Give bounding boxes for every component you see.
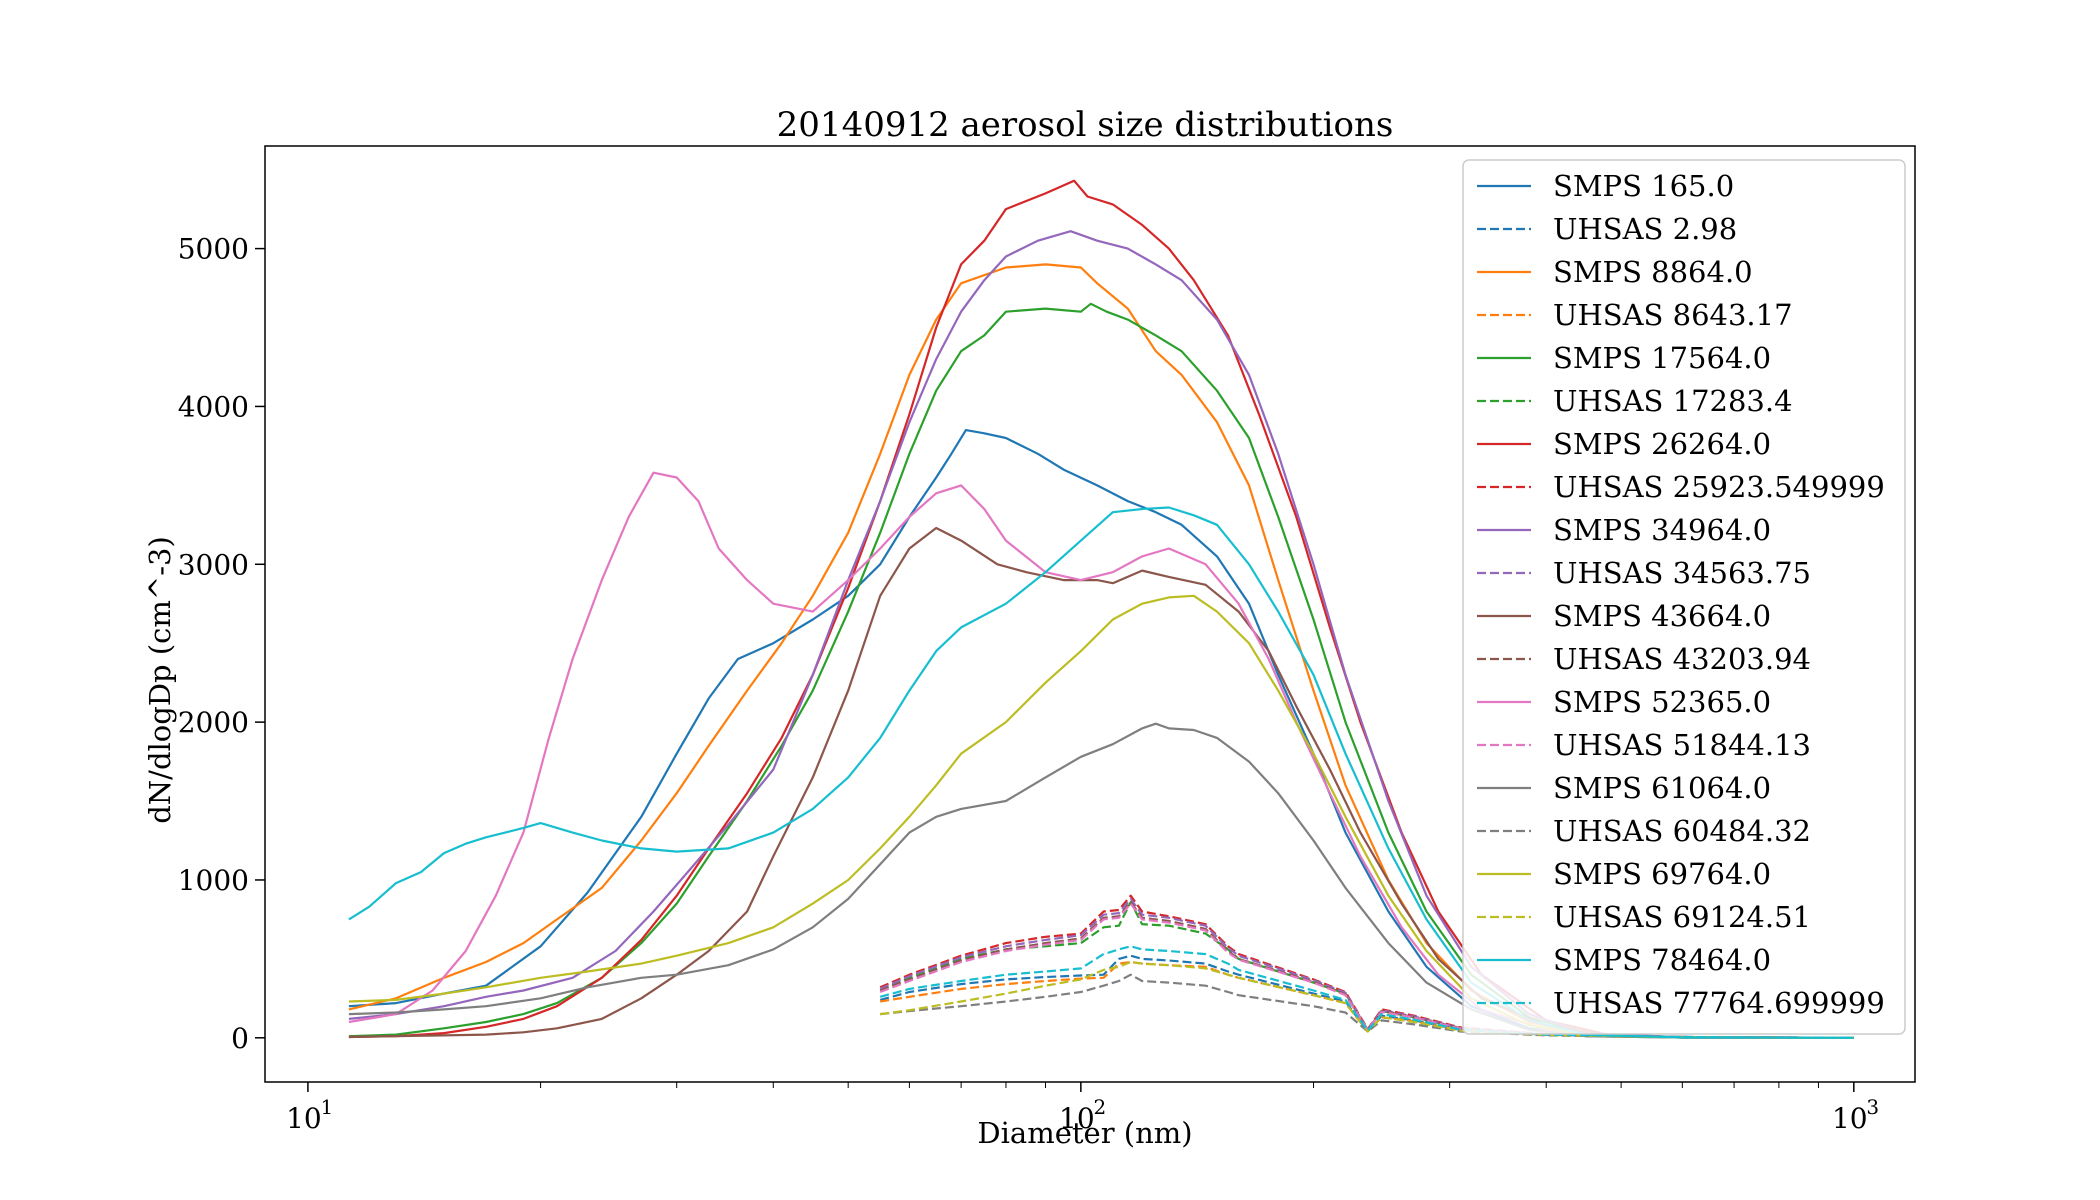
legend-label: UHSAS 8643.17 [1553,298,1793,332]
legend-label: SMPS 61064.0 [1553,771,1771,805]
series-line-10 [348,526,1854,1039]
legend-label: UHSAS 2.98 [1553,212,1737,246]
legend-label: UHSAS 25923.549999 [1553,470,1885,504]
legend-label: UHSAS 69124.51 [1553,900,1811,934]
y-tick-label: 1000 [178,864,249,897]
legend-label: UHSAS 43203.94 [1553,642,1811,676]
series-line-6 [348,179,1854,1039]
legend-label: SMPS 26264.0 [1553,427,1771,461]
y-tick-label: 4000 [178,390,249,423]
series-line-13 [879,902,1854,1039]
series-line-12 [348,471,1854,1039]
y-axis-label: dN/dlogDp (cm^-3) [143,536,177,824]
series-line-17 [880,960,1854,1039]
plot-frame [264,145,1916,1083]
x-tick-label: 10 [286,1102,322,1135]
y-tick-label: 5000 [178,233,249,266]
y-tick-label: 0 [231,1022,249,1055]
legend-label: SMPS 52365.0 [1553,685,1771,719]
x-axis-label: Diameter (nm) [977,1116,1192,1150]
legend-label: UHSAS 17283.4 [1553,384,1793,418]
legend-label: SMPS 69764.0 [1553,857,1771,891]
y-tick-label: 3000 [178,548,249,581]
legend-label: SMPS 34964.0 [1553,513,1771,547]
x-tick-label: 10 [1059,1102,1095,1135]
x-tick-exponent: 1 [321,1095,334,1119]
legend-label: UHSAS 60484.32 [1553,814,1811,848]
legend-label: SMPS 43664.0 [1553,599,1771,633]
legend: SMPS 165.0 UHSAS 2.98 SMPS 8864.0 UHSAS 864… [1462,159,1906,1035]
series-line-7 [879,894,1854,1039]
legend-label: UHSAS 77764.699999 [1553,986,1885,1020]
series-line-16 [348,594,1854,1039]
series-line-19 [879,945,1854,1039]
legend-label: UHSAS 51844.13 [1553,728,1811,762]
legend-label: SMPS 165.0 [1553,169,1734,203]
legend-box [1462,159,1906,1035]
legend-label: SMPS 78464.0 [1553,943,1771,977]
series-line-0 [348,429,1854,1039]
y-tick-label: 2000 [178,706,249,739]
series-line-18 [348,506,1854,1039]
legend-label: UHSAS 34563.75 [1553,556,1811,590]
plot-area [348,179,1854,1039]
x-tick-exponent: 3 [1866,1095,1879,1119]
series-line-14 [348,722,1854,1039]
series-line-8 [348,230,1854,1039]
legend-label: SMPS 17564.0 [1553,341,1771,375]
series-line-15 [880,973,1854,1039]
chart-title: 20140912 aerosol size distributions [777,105,1394,145]
legend-label: SMPS 8864.0 [1553,255,1753,289]
x-tick-exponent: 2 [1093,1095,1106,1119]
x-tick-label: 10 [1832,1102,1868,1135]
series-line-3 [880,960,1854,1039]
